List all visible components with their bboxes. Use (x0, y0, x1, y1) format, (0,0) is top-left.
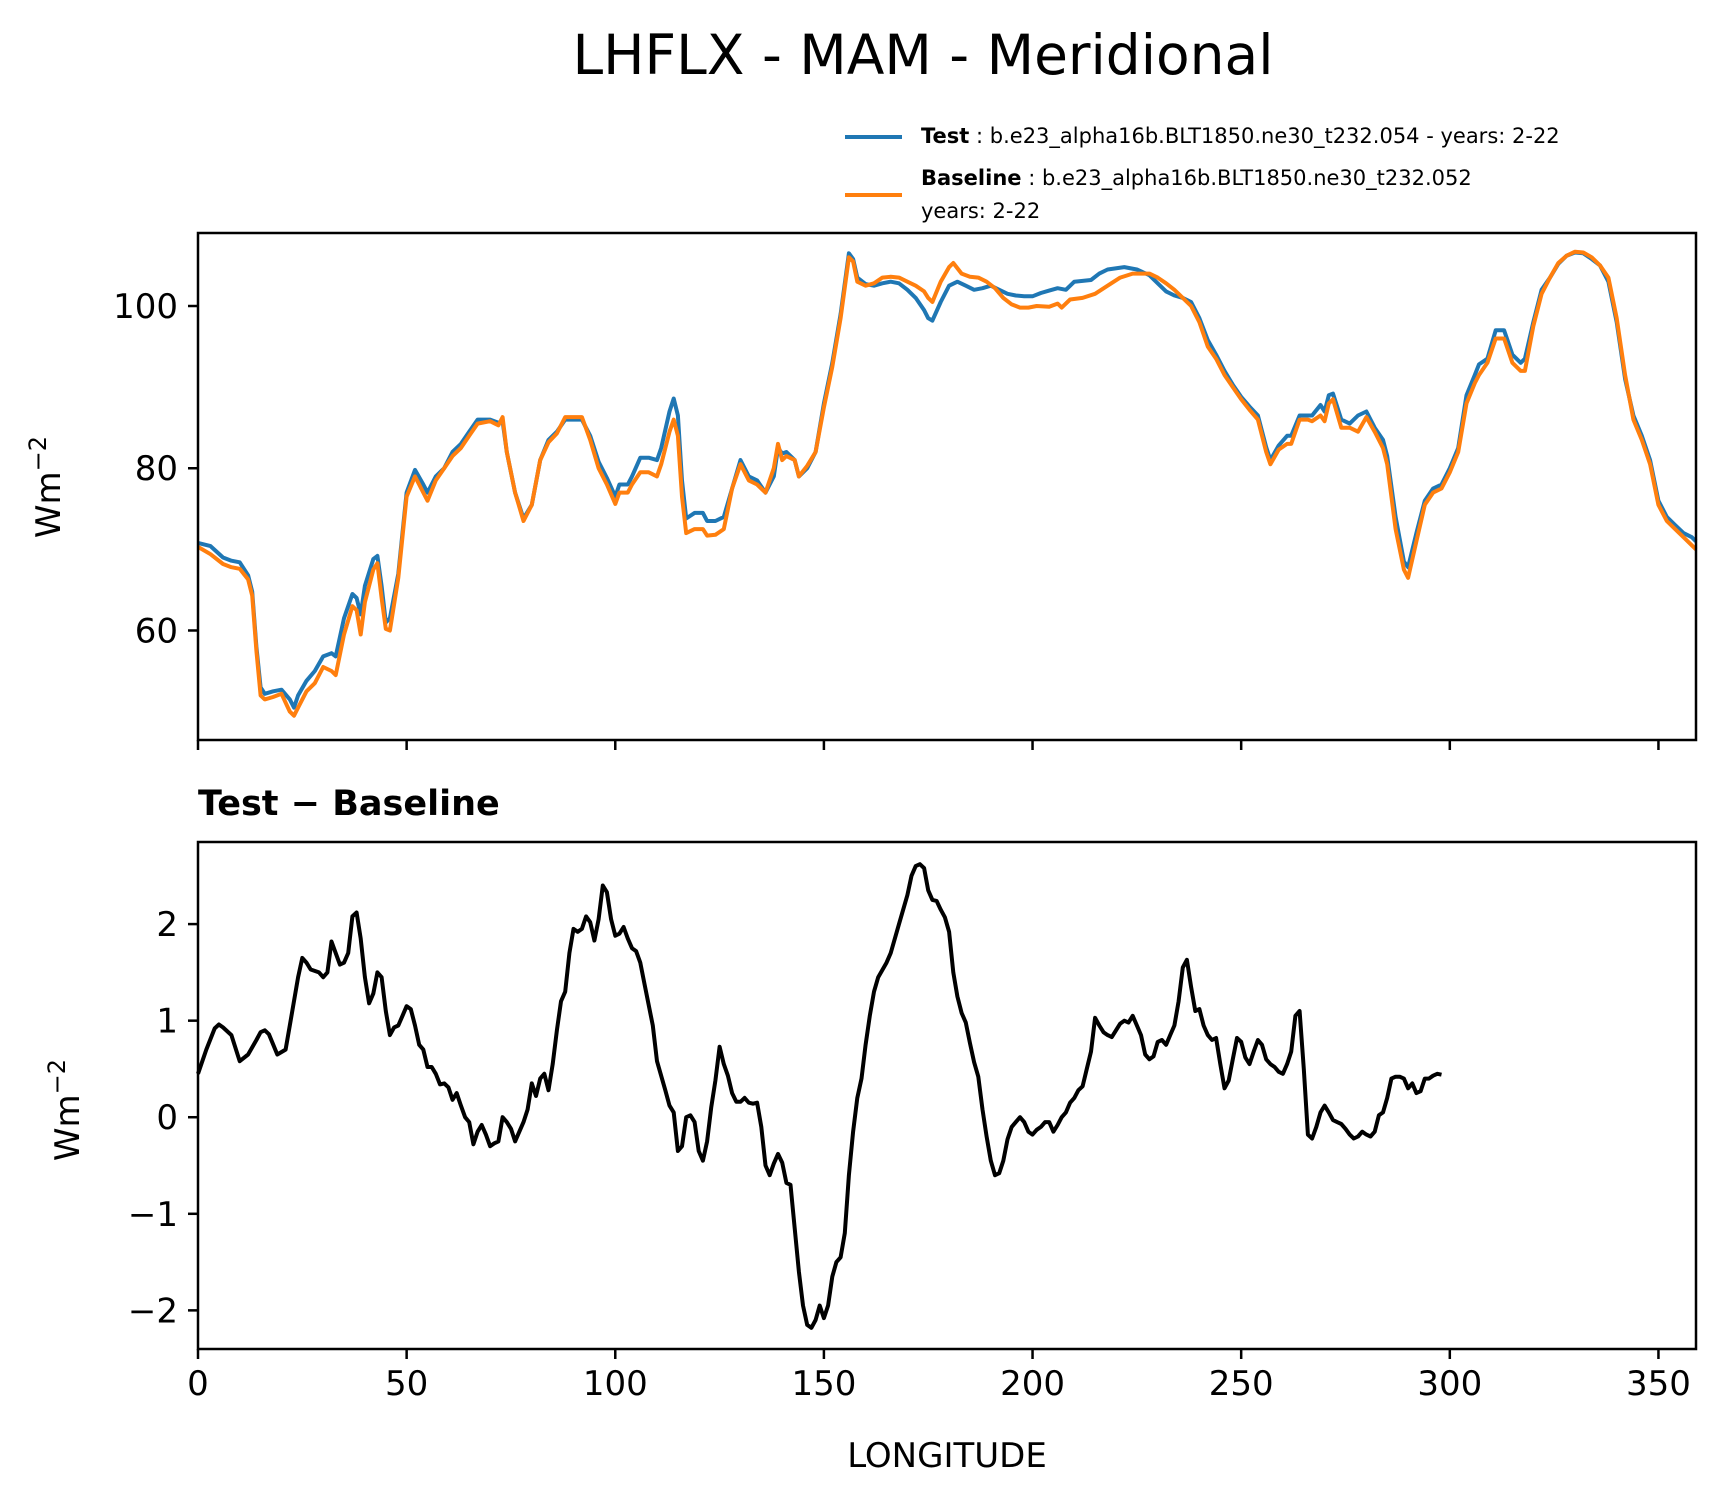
legend: Test : b.e23_alpha16b.BLT1850.ne30_t232.… (845, 124, 1560, 223)
bottom-series-group (196, 862, 1442, 1330)
legend-label-baseline: Baseline : b.e23_alpha16b.BLT1850.ne30_t… (921, 166, 1472, 191)
x-tick-label: 200 (1000, 1364, 1065, 1404)
series-line-test-baseline (196, 862, 1442, 1330)
x-tick-label: 250 (1209, 1364, 1274, 1404)
series-line-test (197, 250, 1698, 710)
bottom-ticks: 0 50 100 150 200 250 300 350 −2 −1 0 1 2 (128, 905, 1691, 1404)
y-tick-label: 2 (156, 905, 178, 945)
top-plot-frame (196, 231, 1698, 742)
legend-label-test: Test : b.e23_alpha16b.BLT1850.ne30_t232.… (921, 124, 1560, 149)
legend-label-baseline-years: years: 2-22 (921, 199, 1040, 223)
bottom-plot-frame (196, 840, 1698, 1351)
y-tick-label: −1 (128, 1195, 178, 1235)
top-ticks: 60 80 100 (113, 287, 1660, 750)
y-tick-label: 1 (156, 1002, 178, 1042)
x-axis-label: LONGITUDE (847, 1436, 1047, 1476)
bottom-y-axis-label: Wm−2 (43, 1059, 88, 1161)
bottom-panel: Test − Baseline 0 50 100 150 200 250 300 350 −2 −… (43, 784, 1698, 1476)
x-tick-label: 150 (791, 1364, 856, 1404)
figure-title: LHFLX - MAM - Meridional (573, 23, 1274, 87)
y-tick-label: −2 (128, 1291, 178, 1331)
top-series-group (196, 249, 1698, 718)
bottom-panel-title: Test − Baseline (198, 784, 500, 824)
top-y-axis-label: Wm−2 (24, 436, 69, 538)
x-tick-label: 50 (385, 1364, 428, 1404)
x-tick-label: 100 (583, 1364, 648, 1404)
x-tick-label: 300 (1417, 1364, 1482, 1404)
y-tick-label: 100 (113, 287, 178, 327)
x-tick-label: 350 (1626, 1364, 1691, 1404)
x-tick-label: 0 (187, 1364, 209, 1404)
y-tick-label: 60 (135, 611, 178, 651)
y-tick-label: 80 (135, 449, 178, 489)
y-tick-label: 0 (156, 1098, 178, 1138)
top-panel: 60 80 100 Wm−2 (24, 231, 1698, 750)
series-line-baseline (196, 249, 1698, 718)
